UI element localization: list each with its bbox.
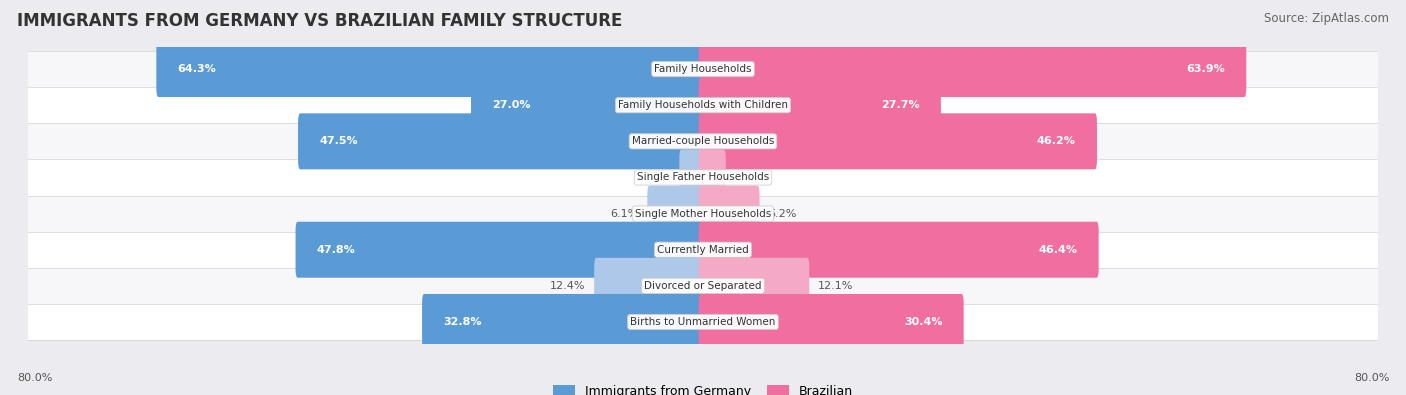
Text: 6.1%: 6.1% xyxy=(610,209,638,218)
Text: 27.0%: 27.0% xyxy=(492,100,530,110)
Bar xyxy=(28,51,1378,87)
Bar xyxy=(28,123,1378,160)
Legend: Immigrants from Germany, Brazilian: Immigrants from Germany, Brazilian xyxy=(548,380,858,395)
Bar xyxy=(28,268,1378,304)
Text: Family Households with Children: Family Households with Children xyxy=(619,100,787,110)
FancyBboxPatch shape xyxy=(647,186,707,242)
FancyBboxPatch shape xyxy=(679,149,707,205)
FancyBboxPatch shape xyxy=(595,258,707,314)
Text: 30.4%: 30.4% xyxy=(904,317,942,327)
Text: 63.9%: 63.9% xyxy=(1187,64,1225,74)
Bar xyxy=(28,160,1378,196)
Text: Source: ZipAtlas.com: Source: ZipAtlas.com xyxy=(1264,12,1389,25)
Text: 2.3%: 2.3% xyxy=(643,173,671,182)
Text: Divorced or Separated: Divorced or Separated xyxy=(644,281,762,291)
Text: Married-couple Households: Married-couple Households xyxy=(631,136,775,146)
Text: 2.2%: 2.2% xyxy=(734,173,762,182)
Text: Single Father Households: Single Father Households xyxy=(637,173,769,182)
Text: 47.5%: 47.5% xyxy=(319,136,357,146)
FancyBboxPatch shape xyxy=(699,186,759,242)
Bar xyxy=(28,231,1378,268)
Text: 27.7%: 27.7% xyxy=(882,100,920,110)
Text: 80.0%: 80.0% xyxy=(17,373,52,383)
FancyBboxPatch shape xyxy=(699,41,1246,97)
Text: 12.4%: 12.4% xyxy=(550,281,586,291)
Text: IMMIGRANTS FROM GERMANY VS BRAZILIAN FAMILY STRUCTURE: IMMIGRANTS FROM GERMANY VS BRAZILIAN FAM… xyxy=(17,12,623,30)
Text: Single Mother Households: Single Mother Households xyxy=(636,209,770,218)
Text: 6.2%: 6.2% xyxy=(768,209,796,218)
Text: Family Households: Family Households xyxy=(654,64,752,74)
Text: 64.3%: 64.3% xyxy=(177,64,217,74)
Text: 12.1%: 12.1% xyxy=(818,281,853,291)
Text: 46.2%: 46.2% xyxy=(1038,136,1076,146)
Bar xyxy=(28,87,1378,123)
FancyBboxPatch shape xyxy=(699,113,1097,169)
Bar xyxy=(28,196,1378,231)
Text: Births to Unmarried Women: Births to Unmarried Women xyxy=(630,317,776,327)
Text: Currently Married: Currently Married xyxy=(657,245,749,255)
FancyBboxPatch shape xyxy=(295,222,707,278)
FancyBboxPatch shape xyxy=(298,113,707,169)
Text: 47.8%: 47.8% xyxy=(316,245,356,255)
Text: 32.8%: 32.8% xyxy=(443,317,482,327)
FancyBboxPatch shape xyxy=(699,222,1098,278)
FancyBboxPatch shape xyxy=(699,258,810,314)
FancyBboxPatch shape xyxy=(422,294,707,350)
FancyBboxPatch shape xyxy=(699,77,941,133)
FancyBboxPatch shape xyxy=(471,77,707,133)
Bar xyxy=(28,304,1378,340)
Text: 80.0%: 80.0% xyxy=(1354,373,1389,383)
FancyBboxPatch shape xyxy=(699,149,725,205)
Text: 46.4%: 46.4% xyxy=(1039,245,1077,255)
FancyBboxPatch shape xyxy=(156,41,707,97)
FancyBboxPatch shape xyxy=(699,294,963,350)
